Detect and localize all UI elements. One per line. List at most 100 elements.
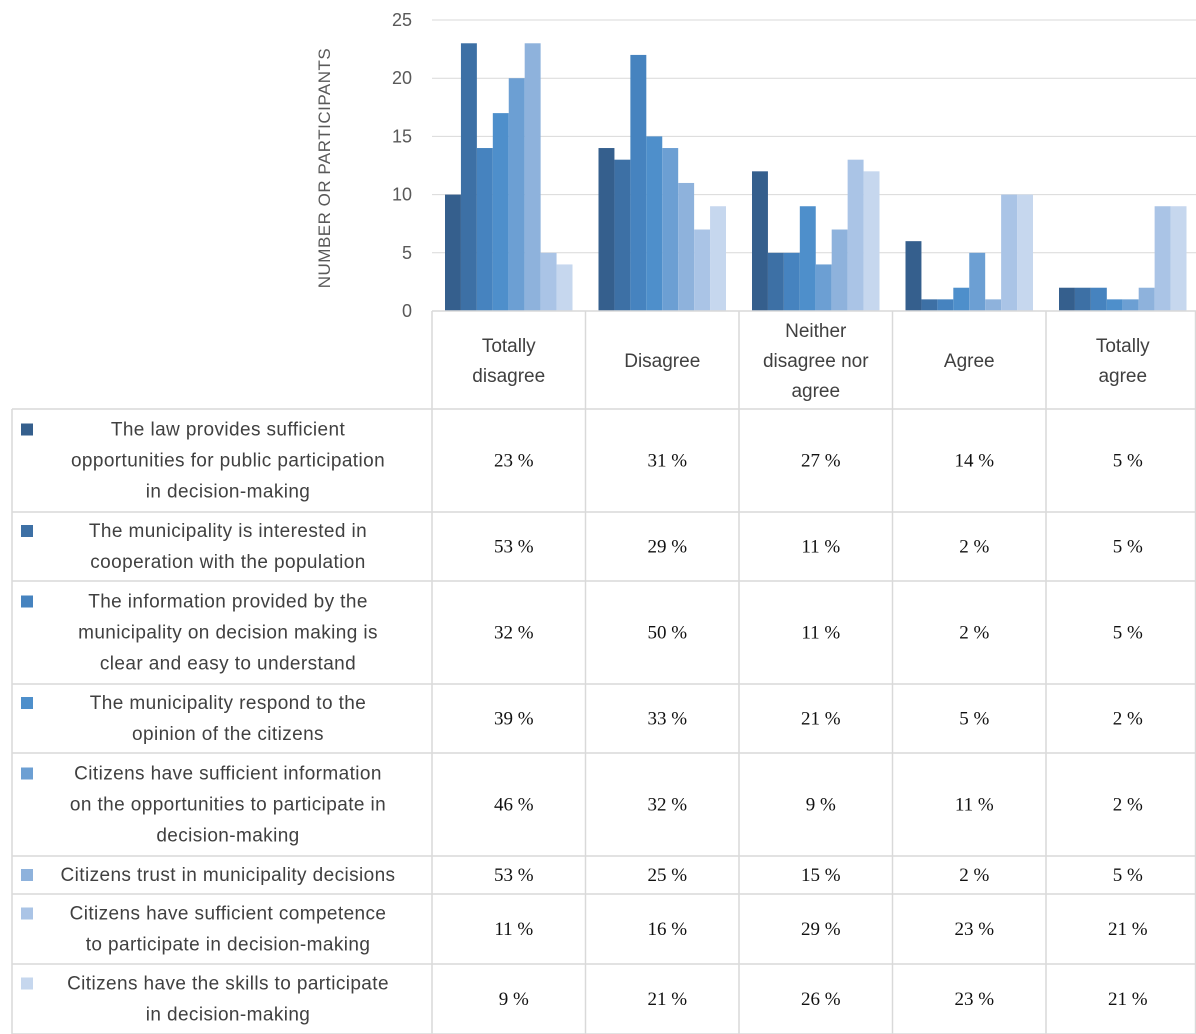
- bar: [921, 299, 938, 311]
- legend-swatch: [21, 697, 33, 709]
- series-label: The municipality respond to the: [90, 693, 366, 714]
- bar: [476, 148, 493, 311]
- bar: [863, 171, 880, 311]
- bar: [694, 229, 711, 311]
- legend-swatch: [21, 767, 33, 780]
- bar: [1090, 287, 1107, 311]
- series-label: in decision-making: [146, 482, 311, 503]
- table-cell: 53 %: [494, 865, 534, 886]
- bar: [598, 148, 615, 311]
- category-label: disagree: [472, 366, 545, 387]
- table-cell: 31 %: [647, 451, 687, 472]
- table-cell: 29 %: [647, 537, 687, 558]
- table-cell: 5 %: [1113, 623, 1143, 644]
- y-tick-label: 5: [402, 243, 412, 263]
- legend-swatch: [21, 595, 33, 608]
- bar: [710, 206, 726, 311]
- series-label: on the opportunities to participate in: [70, 795, 386, 816]
- table-cell: 27 %: [801, 451, 841, 472]
- series-label: Citizens have sufficient competence: [70, 904, 387, 925]
- category-label: Neither: [785, 321, 847, 342]
- legend-swatch: [21, 525, 33, 537]
- table-cell: 15 %: [801, 865, 841, 886]
- table-cell: 9 %: [806, 795, 836, 816]
- table-cell: 16 %: [647, 919, 687, 940]
- table-cell: 21 %: [1108, 919, 1148, 940]
- table-cell: 11 %: [801, 623, 840, 644]
- bar: [905, 241, 922, 311]
- table-cell: 25 %: [647, 865, 687, 886]
- table-cell: 2 %: [959, 623, 989, 644]
- table-cell: 21 %: [647, 989, 687, 1010]
- table-cell: 32 %: [494, 623, 534, 644]
- bar: [646, 136, 663, 311]
- bar: [1122, 299, 1139, 311]
- bar: [445, 194, 461, 311]
- table-cell: 2 %: [1113, 709, 1143, 730]
- bar: [1017, 194, 1033, 311]
- series-label: in decision-making: [146, 1005, 311, 1026]
- series-label: to participate in decision-making: [86, 935, 371, 956]
- table-cell: 50 %: [647, 623, 687, 644]
- bar: [1059, 287, 1075, 311]
- legend-swatch: [21, 869, 33, 881]
- table-cell: 26 %: [801, 989, 841, 1010]
- category-label: disagree nor: [763, 351, 869, 372]
- bar: [662, 148, 679, 311]
- bar: [937, 299, 954, 311]
- series-label: The municipality is interested in: [89, 521, 367, 542]
- bar: [540, 252, 557, 311]
- y-tick-label: 15: [392, 126, 412, 146]
- table-cell: 23 %: [494, 451, 534, 472]
- bar: [1154, 206, 1171, 311]
- y-axis-title: NUMBER OR PARTICIPANTS: [315, 48, 334, 289]
- bar: [985, 299, 1002, 311]
- category-label: Totally: [482, 336, 536, 357]
- series-label: The information provided by the: [88, 592, 368, 613]
- series-label: municipality on decision making is: [78, 623, 378, 644]
- bar: [847, 159, 864, 311]
- bar: [460, 43, 477, 311]
- bar: [767, 252, 784, 311]
- table-cell: 5 %: [1113, 537, 1143, 558]
- bar: [508, 78, 525, 311]
- table-cell: 32 %: [647, 795, 687, 816]
- series-label: Citizens have the skills to participate: [67, 974, 389, 995]
- table-cell: 5 %: [959, 709, 989, 730]
- series-label: opportunities for public participation: [71, 451, 385, 472]
- bar: [815, 264, 832, 311]
- bar: [524, 43, 541, 311]
- bar: [752, 171, 768, 311]
- category-label: agree: [1098, 366, 1147, 387]
- bar: [969, 252, 986, 311]
- bar: [630, 54, 647, 312]
- bar: [614, 159, 631, 311]
- chart-text: 0 5 10 15 20 25 NUMBER OR PARTICIPANTS Totally d…: [61, 10, 1151, 1026]
- table-cell: 23 %: [954, 989, 994, 1010]
- y-tick-label: 10: [392, 185, 412, 205]
- table-cell: 53 %: [494, 537, 534, 558]
- series-label: Citizens trust in municipality decisions: [61, 865, 396, 886]
- table-cell: 5 %: [1113, 451, 1143, 472]
- table-cell: 29 %: [801, 919, 841, 940]
- table-cell: 11 %: [494, 919, 533, 940]
- table-cell: 21 %: [1108, 989, 1148, 1010]
- table-cell: 11 %: [801, 537, 840, 558]
- bar: [783, 252, 800, 311]
- bar: [1170, 206, 1187, 311]
- bar: [799, 206, 816, 311]
- y-tick-label: 25: [392, 10, 412, 30]
- y-tick-label: 20: [392, 68, 412, 88]
- table-cell: 14 %: [954, 451, 994, 472]
- bar: [678, 182, 695, 311]
- series-label: cooperation with the population: [90, 552, 365, 573]
- table-cell: 39 %: [494, 709, 534, 730]
- table-cell: 2 %: [959, 537, 989, 558]
- table-cell: 2 %: [959, 865, 989, 886]
- category-label: Agree: [944, 351, 995, 372]
- legend-swatch: [21, 423, 33, 436]
- bar: [556, 264, 573, 311]
- table-cell: 23 %: [954, 919, 994, 940]
- bar: [1001, 194, 1018, 311]
